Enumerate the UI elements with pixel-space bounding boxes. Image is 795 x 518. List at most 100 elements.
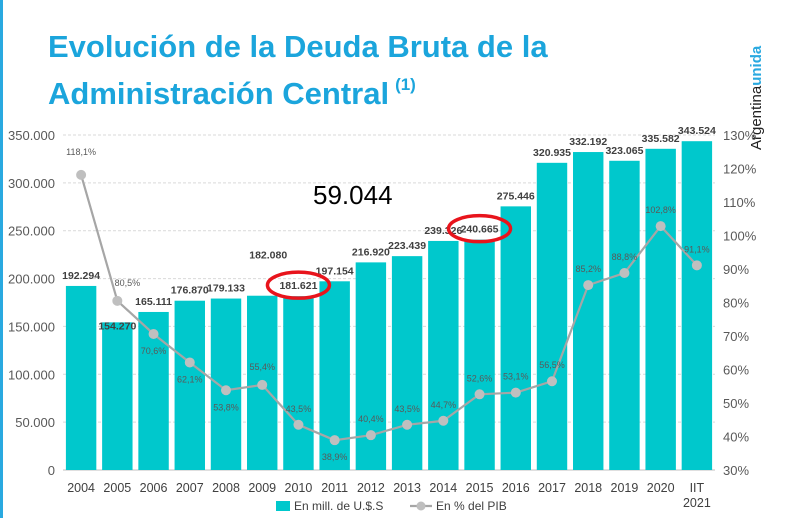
- bar-2015: [464, 239, 495, 470]
- title-footnote: (1): [395, 75, 416, 94]
- left-tick-label: 150.000: [8, 319, 55, 334]
- pib-point: [329, 435, 340, 446]
- pib-point: [510, 387, 521, 398]
- pib-point: [112, 295, 123, 306]
- title-line-2: Administración Central: [48, 76, 390, 111]
- bar-2019: [609, 160, 640, 470]
- pib-value-label: 52,6%: [467, 373, 493, 383]
- right-tick-label: 100%: [723, 229, 757, 244]
- right-tick-label: 130%: [723, 128, 757, 143]
- bar-2014: [428, 240, 459, 470]
- x-tick-label: 2017: [538, 481, 566, 495]
- pib-line: [80, 174, 698, 442]
- chart-title: Evolución de la Deuda Bruta de la Admini…: [48, 28, 548, 113]
- bar-2008: [210, 298, 242, 470]
- left-tick-label: 300.000: [8, 176, 55, 191]
- bar-value-label: 223.439: [388, 240, 426, 252]
- x-tick-label: 2013: [393, 481, 421, 495]
- x-tick-label: 2011: [321, 481, 348, 495]
- pib-value-label: 91,1%: [684, 244, 710, 254]
- x-tick-label: 2015: [466, 481, 494, 495]
- pib-value-label: 44,7%: [431, 400, 457, 410]
- bar-2017: [536, 162, 568, 471]
- legend-bar-swatch: [276, 501, 290, 511]
- pib-value-label: 38,9%: [322, 452, 348, 462]
- pib-point: [691, 260, 702, 271]
- pib-point: [148, 328, 159, 339]
- pib-value-label: 118,1%: [66, 147, 96, 157]
- pib-point: [547, 376, 557, 387]
- bar-value-label: 275.446: [497, 190, 535, 202]
- bar-value-label: 239.326: [424, 225, 462, 237]
- x-tick-label: 2009: [248, 481, 276, 495]
- x-tick-label: 2019: [611, 481, 639, 495]
- pib-value-label: 40,4%: [358, 414, 384, 424]
- pib-value-label: 53,1%: [503, 372, 529, 382]
- bar-value-label: 165.111: [135, 296, 172, 308]
- right-tick-label: 90%: [723, 262, 749, 277]
- right-tick-label: 60%: [723, 363, 749, 378]
- highlight-circle: [446, 213, 513, 244]
- bar-2004: [65, 285, 97, 470]
- x-tick-label: IIT: [690, 481, 705, 495]
- pib-value-label: 88,8%: [612, 252, 638, 262]
- legend-line-marker: [416, 501, 426, 511]
- left-tick-label: 250.000: [8, 224, 55, 239]
- pib-point: [438, 415, 449, 426]
- pib-point: [655, 221, 666, 232]
- x-tick-label: 2021: [683, 496, 711, 510]
- bar-2013: [391, 256, 423, 470]
- x-tick-label: 2010: [285, 481, 313, 495]
- x-tick-label: 2012: [357, 481, 385, 495]
- bar-value-label: 240.665: [461, 224, 499, 236]
- pib-value-label: 43,5%: [394, 404, 420, 414]
- pib-point: [583, 280, 594, 291]
- pib-point: [619, 268, 630, 279]
- legend-bar-label: En mill. de U.$.S: [294, 499, 383, 513]
- bar-2005: [102, 322, 133, 470]
- bar-value-label: 154.270: [98, 320, 136, 332]
- pib-point: [257, 379, 268, 390]
- right-tick-label: 80%: [723, 296, 749, 311]
- bar-value-label: 332.192: [569, 136, 607, 148]
- pib-value-label: 62,1%: [177, 374, 203, 384]
- bar-2007: [174, 300, 205, 470]
- bar-2016: [500, 206, 531, 470]
- x-tick-label: 2014: [429, 481, 457, 495]
- pib-value-label: 55,4%: [249, 362, 275, 372]
- bar-2010: [283, 296, 314, 470]
- left-tick-label: 50.000: [15, 415, 55, 430]
- title-line-1: Evolución de la Deuda Bruta de la: [48, 29, 548, 64]
- right-tick-label: 110%: [723, 195, 756, 210]
- bar-value-label: 192.294: [62, 270, 100, 282]
- bar-value-label: 320.935: [533, 147, 571, 159]
- left-tick-label: 100.000: [8, 367, 55, 382]
- bar-2020: [645, 148, 676, 470]
- pib-value-label: 56,5%: [539, 360, 565, 370]
- legend-line-label: En % del PIB: [436, 499, 507, 513]
- left-tick-label: 200.000: [8, 272, 55, 287]
- x-tick-label: 2007: [176, 481, 204, 495]
- right-tick-label: 120%: [723, 162, 757, 177]
- right-tick-label: 70%: [723, 329, 749, 344]
- pib-point: [184, 357, 195, 368]
- accent-bar: [0, 0, 3, 518]
- highlight-circle: [265, 270, 332, 300]
- bar-value-label: 181.621: [279, 280, 317, 292]
- pib-point: [221, 385, 231, 396]
- x-tick-label: 2005: [103, 481, 131, 495]
- pib-point: [76, 169, 87, 180]
- bar-value-label: 179.133: [207, 283, 245, 295]
- bar-value-label: 343.524: [678, 125, 716, 137]
- pib-point: [365, 430, 376, 441]
- bar-value-label: 182.080: [249, 250, 287, 262]
- x-tick-label: 2008: [212, 481, 240, 495]
- pib-value-label: 85,2%: [575, 264, 601, 274]
- pib-value-label: 53,8%: [213, 402, 239, 412]
- pib-point: [293, 419, 304, 430]
- pib-point: [402, 419, 413, 430]
- pib-value-label: 102,8%: [645, 205, 676, 215]
- bar-value-label: 323.065: [605, 145, 643, 157]
- right-tick-label: 40%: [723, 430, 749, 445]
